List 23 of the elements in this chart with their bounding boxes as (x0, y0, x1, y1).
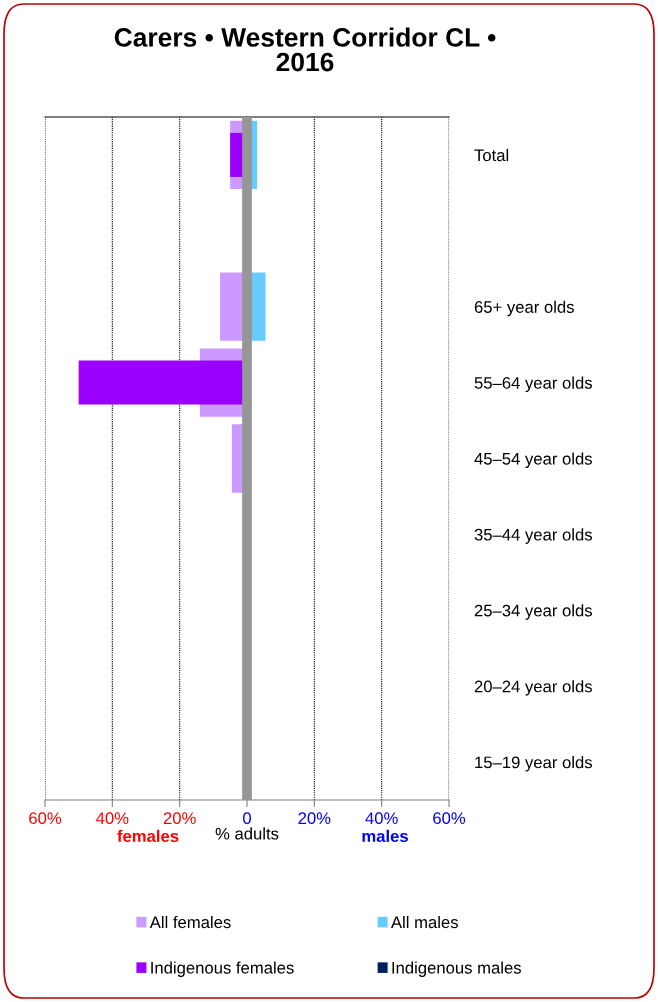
text: males (362, 829, 408, 843)
x-tick-label: 60% (29, 812, 62, 825)
y-tick-label: Total (474, 148, 509, 162)
x-tick-label: 40% (365, 812, 398, 825)
y-tick-label: 25–34 year olds (474, 604, 592, 620)
legend-label: All males (390, 915, 458, 929)
x-axis-title: % adults (215, 827, 279, 840)
x-tick-label: 40% (96, 812, 129, 825)
x-tick-label: 20% (298, 812, 331, 825)
y-tick-label: 15–19 year olds (475, 756, 592, 772)
legend-label: Indigenous females (151, 961, 294, 977)
y-tick-label: 65+ year olds (474, 300, 574, 317)
y-tick-label: 35–44 year olds (474, 528, 592, 544)
x-tick-label: 0 (243, 812, 251, 825)
text: females (117, 829, 179, 843)
x-tick-label: 20% (163, 812, 196, 825)
y-tick-label: 45–54 year olds (474, 452, 592, 468)
legend-label: Indigenous males (392, 961, 521, 977)
x-tick-label: 60% (433, 812, 466, 825)
chart-title: Carers • Western Corridor CL • 2016 (114, 27, 496, 72)
y-tick-label: 20–24 year olds (474, 680, 592, 696)
y-tick-label: 55–64 year olds (474, 376, 592, 393)
legend-label: All females (149, 915, 231, 929)
